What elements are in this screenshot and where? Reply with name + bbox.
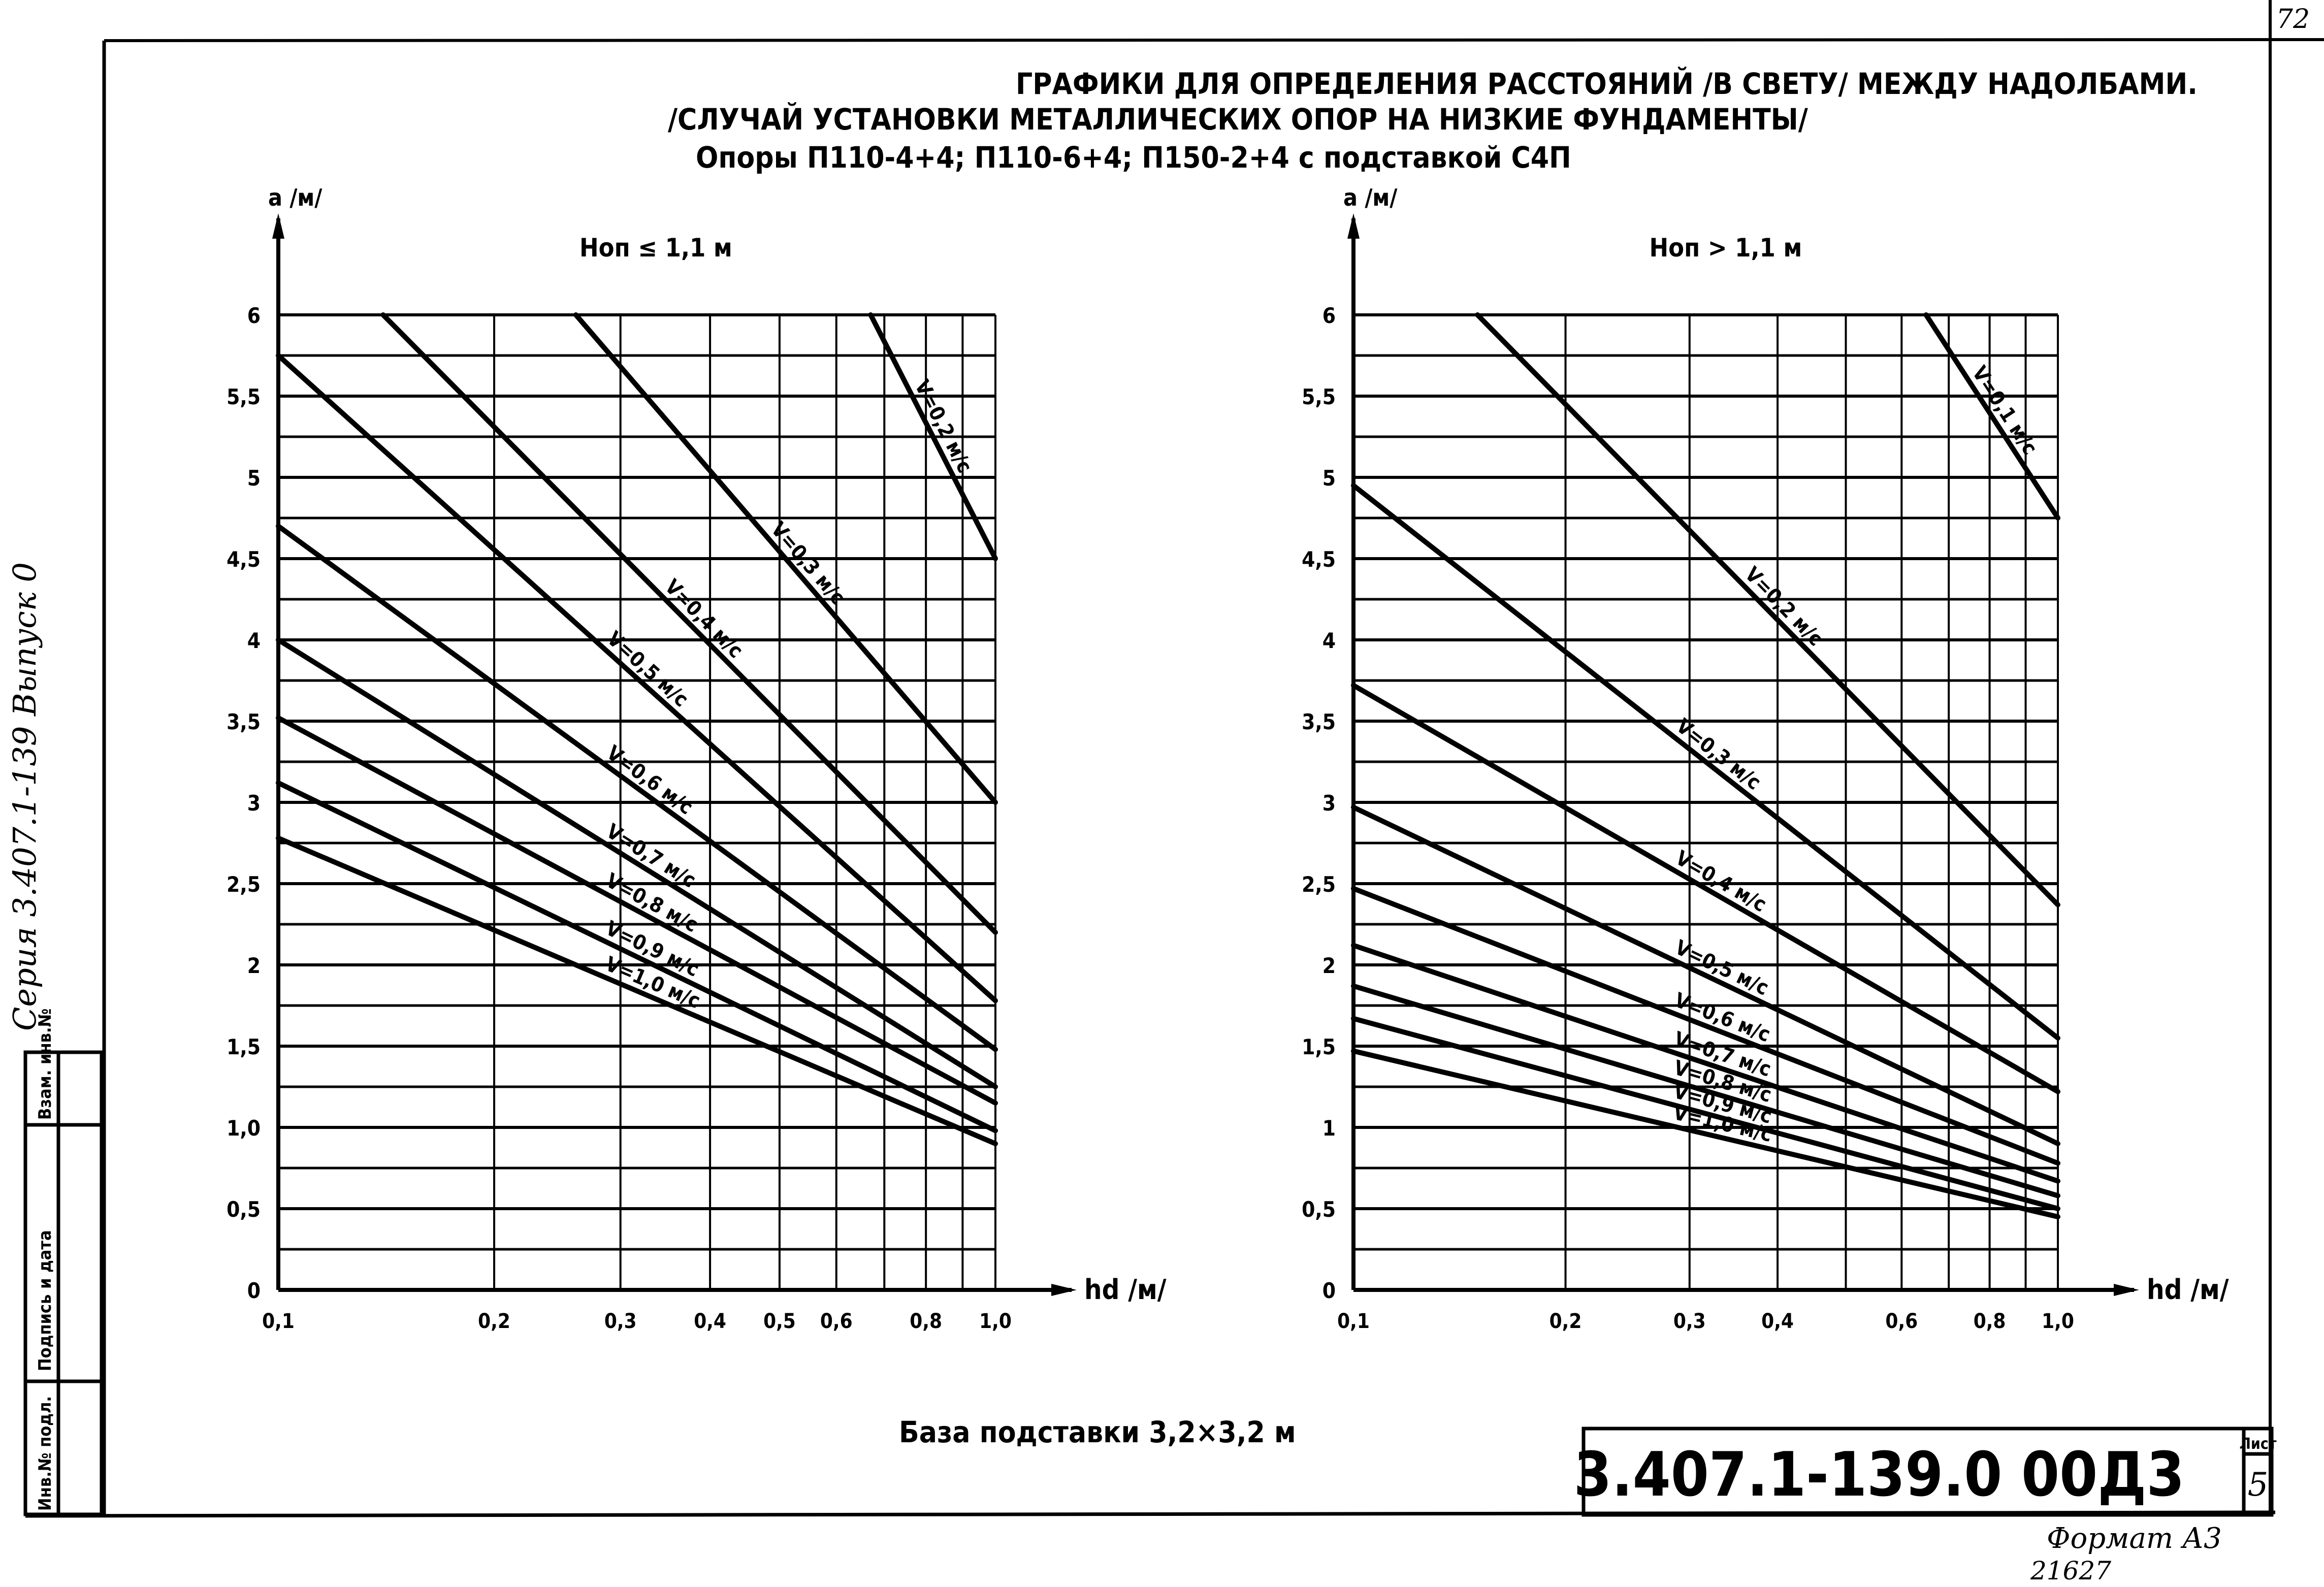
- y-tick-label: 1: [1322, 1116, 1336, 1141]
- chart-condition-label: Hоп ≤ 1,1 м: [579, 233, 732, 263]
- y-tick-label: 0: [247, 1278, 261, 1303]
- x-tick-label: 0,8: [1974, 1310, 2006, 1333]
- y-tick-label: 5,5: [1302, 384, 1336, 409]
- series-label: V=0,4 м/с: [660, 575, 748, 663]
- y-tick-label: 3,5: [227, 709, 261, 734]
- series-line: [276, 835, 998, 1146]
- y-tick-label: 0,5: [1302, 1197, 1336, 1222]
- title-line-3: Опоры П110-4+4; П110-6+4; П150-2+4 с под…: [696, 140, 1571, 175]
- x-tick-label: 0,6: [820, 1310, 853, 1333]
- series-line: [1351, 804, 2060, 1146]
- y-tick-label: 6: [247, 303, 261, 328]
- x-tick-label: 0,3: [1673, 1310, 1706, 1333]
- y-tick-label: 4,5: [1302, 547, 1336, 572]
- series-line: [276, 524, 998, 1052]
- series-label: V=0,6 м/с: [602, 741, 697, 819]
- y-tick-label: 1,5: [1302, 1034, 1336, 1059]
- series-side-label: Серия 3.407.1-139 Выпуск 0: [6, 562, 43, 1031]
- y-tick-label: 1,0: [227, 1116, 261, 1141]
- y-tick-label: 5: [247, 466, 261, 491]
- series-line: [1351, 1048, 2060, 1219]
- x-tick-label: 0,2: [478, 1310, 510, 1333]
- x-axis-arrow-icon: [2114, 1284, 2139, 1296]
- y-tick-label: 2,5: [1302, 872, 1336, 897]
- x-tick-label: 0,1: [1337, 1310, 1370, 1333]
- y-tick-label: 2: [247, 953, 261, 978]
- x-tick-label: 1,0: [979, 1310, 1012, 1333]
- chart-high-height: 0 0,5 1 1,5 2 2,5 3 3,5 4 4,5 5 5,5 6 0,1 0,2 0,3 0,4 0,6…: [1302, 184, 2229, 1333]
- sheet-label: Лист: [2240, 1435, 2277, 1453]
- y-tick-label: 3: [1322, 791, 1336, 816]
- series-line: [1351, 943, 2060, 1184]
- archive-number: 21627: [2030, 1556, 2111, 1585]
- y-tick-label: 4: [247, 628, 261, 653]
- x-tick-label: 0,2: [1550, 1310, 1582, 1333]
- y-tick-label: 4,5: [227, 547, 261, 572]
- y-tick-label: 1,5: [227, 1034, 261, 1059]
- x-axis-arrow-icon: [1051, 1284, 1077, 1296]
- y-axis-label: a /м/: [268, 184, 322, 211]
- y-axis-arrow-icon: [1347, 213, 1360, 239]
- y-tick-label: 0,5: [227, 1197, 261, 1222]
- series-line: [276, 715, 998, 1106]
- series-line: [1351, 1016, 2060, 1211]
- series-line: [1351, 483, 2060, 1041]
- sheet-frame: [25, 0, 2324, 1518]
- series-line: [276, 353, 998, 1003]
- y-tick-label: 6: [1322, 303, 1336, 328]
- y-tick-label: 2: [1322, 953, 1336, 978]
- series-label: V=0,3 м/с: [1672, 714, 1765, 795]
- y-axis-arrow-icon: [272, 213, 284, 239]
- x-tick-label: 0,5: [763, 1310, 796, 1333]
- stamp-cell-replacement: Взам. инв.№: [35, 1009, 55, 1120]
- x-tick-label: 0,8: [910, 1310, 942, 1333]
- y-tick-label: 3,5: [1302, 709, 1336, 734]
- title-line-2: /СЛУЧАЙ УСТАНОВКИ МЕТАЛЛИЧЕСКИХ ОПОР НА …: [668, 102, 1809, 137]
- x-tick-label: 0,4: [1761, 1310, 1794, 1333]
- series-line: [1351, 886, 2060, 1166]
- x-axis-label: hd /м/: [1084, 1274, 1167, 1306]
- page-number: 72: [2276, 4, 2310, 35]
- format-note: Формат А3: [2047, 1522, 2222, 1555]
- series-line: [276, 780, 998, 1133]
- stamp-cell-inventory: Инв.№ подл.: [35, 1396, 55, 1511]
- series-label: V=0,2 м/с: [1740, 563, 1827, 651]
- base-caption: База подставки 3,2×3,2 м: [899, 1415, 1296, 1449]
- y-tick-label: 5,5: [227, 384, 261, 409]
- y-tick-label: 3: [247, 791, 261, 816]
- x-tick-label: 0,1: [262, 1310, 295, 1333]
- series-line: [276, 637, 998, 1089]
- series-line: [868, 312, 998, 561]
- document-code: 3.407.1-139.0 00Д3: [1574, 1440, 2185, 1510]
- x-tick-label: 0,4: [694, 1310, 726, 1333]
- series-line: [573, 312, 998, 805]
- y-axis-label: a /м/: [1343, 184, 1398, 211]
- chart-low-height: 0 0,5 1,0 1,5 2 2,5 3 3,5 4 4,5 5 5,5 6 0,1 0,2 0,3 0,4 0…: [227, 184, 1167, 1333]
- approval-stamp: [23, 1050, 104, 1516]
- sheet-number: 5: [2248, 1466, 2269, 1504]
- x-tick-label: 0,6: [1885, 1310, 1918, 1333]
- series-line: [1475, 312, 2060, 908]
- series-line: [1923, 312, 2060, 521]
- y-tick-label: 2,5: [227, 872, 261, 897]
- title-block: [1581, 1427, 2274, 1517]
- stamp-cell-signature: Подпись и дата: [35, 1230, 55, 1371]
- series-line: [1351, 983, 2060, 1199]
- title-line-1: ГРАФИКИ ДЛЯ ОПРЕДЕЛЕНИЯ РАССТОЯНИЙ /В СВ…: [1016, 66, 2198, 101]
- y-tick-label: 0: [1322, 1278, 1336, 1303]
- y-tick-label: 5: [1322, 466, 1336, 491]
- x-tick-label: 0,3: [604, 1310, 637, 1333]
- drawing-title: ГРАФИКИ ДЛЯ ОПРЕДЕЛЕНИЯ РАССТОЯНИЙ /В СВ…: [668, 66, 2198, 175]
- series-line: [1351, 683, 2060, 1094]
- x-axis-label: hd /м/: [2147, 1274, 2229, 1306]
- series-line: [380, 312, 998, 935]
- x-tick-label: 1,0: [2042, 1310, 2074, 1333]
- series-label: V=0,1 м/с: [1967, 362, 2042, 459]
- series-label: V=0,4 м/с: [1671, 846, 1770, 917]
- chart-condition-label: Hоп > 1,1 м: [1650, 233, 1802, 263]
- y-tick-label: 4: [1322, 628, 1336, 653]
